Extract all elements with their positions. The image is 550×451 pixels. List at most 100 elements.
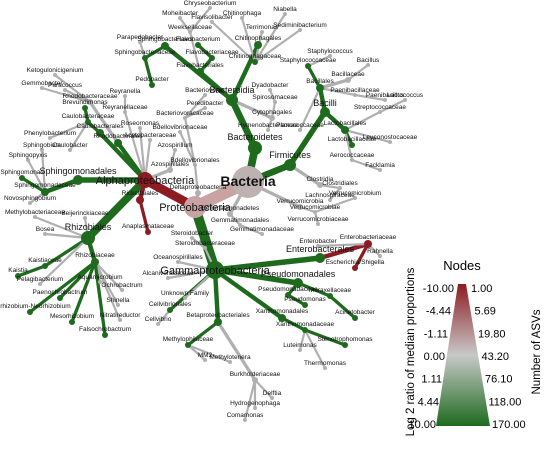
edge xyxy=(93,260,124,292)
node-label: Bdellovibrionaceae xyxy=(153,124,208,131)
node-label: Alphaproteobacteria xyxy=(96,175,195,187)
node-label: Sphingomonadaceae xyxy=(14,182,76,189)
node-label: Methylobacteriaceae xyxy=(5,209,65,216)
edge xyxy=(93,260,122,322)
edge xyxy=(243,378,257,422)
node xyxy=(353,196,357,200)
node-label: Phenylobacterium xyxy=(24,130,76,137)
edge xyxy=(306,54,332,68)
node xyxy=(297,204,303,210)
node xyxy=(298,128,302,132)
node-label: Pseudomonas xyxy=(284,296,326,303)
node xyxy=(82,105,88,111)
node-label: Lactobacillaceae xyxy=(328,136,377,143)
node xyxy=(364,240,372,248)
edge xyxy=(303,328,327,370)
node-label: Rhizobiales xyxy=(65,222,112,232)
node-label: Sphingopyxis xyxy=(9,152,48,159)
node xyxy=(353,93,357,97)
node xyxy=(188,30,192,34)
node-label: Reyranellaceae xyxy=(102,104,148,111)
edge xyxy=(123,110,147,182)
edge xyxy=(318,78,350,90)
node-label: Anaplasmataceae xyxy=(122,223,174,230)
node-label: Lactobacillales xyxy=(324,120,367,127)
edge xyxy=(178,16,192,34)
node-label: Azospirillum xyxy=(157,142,192,149)
edge xyxy=(298,86,322,132)
edge xyxy=(212,267,301,286)
node xyxy=(302,302,308,308)
edge xyxy=(183,106,207,120)
node xyxy=(298,348,302,352)
node-label: Enterobacter xyxy=(299,238,337,245)
node-label: Falsochrobactrum xyxy=(79,326,131,333)
node-label: Caulobacter xyxy=(52,142,88,149)
node xyxy=(341,126,349,134)
edge xyxy=(16,264,47,278)
node-label: Rhodobacterales xyxy=(93,133,143,140)
node-label: Pelagibacterium xyxy=(17,276,64,283)
edge xyxy=(26,158,47,194)
size-tick-label: 76.10 xyxy=(485,374,513,386)
edge xyxy=(186,320,220,347)
node xyxy=(183,296,187,300)
node xyxy=(378,168,382,172)
node-label: Escherichia/Shigella xyxy=(326,259,385,266)
edge xyxy=(240,16,257,64)
node-label: Rhizobiaceae xyxy=(75,252,115,259)
node xyxy=(43,232,47,236)
node xyxy=(137,172,153,188)
edge xyxy=(93,260,107,337)
node-label: Gemmatimonadales xyxy=(211,217,270,224)
node-label: Pseudomonadales xyxy=(261,269,336,279)
node xyxy=(161,42,169,50)
node xyxy=(116,303,120,307)
size-tick-label: 19.80 xyxy=(478,328,506,340)
node xyxy=(366,63,370,67)
color-tick-label: -4.44 xyxy=(426,306,451,318)
edge xyxy=(40,86,92,104)
node-label: Roseomonas xyxy=(121,120,160,127)
node-label: Methylotenera xyxy=(209,354,251,361)
node-label: Thermomonas xyxy=(304,360,347,367)
node xyxy=(178,130,182,134)
node-label: Burkholderiaceae xyxy=(230,371,281,378)
node-label: Pedobacter xyxy=(135,76,169,83)
node-label: Bdellovibrionales xyxy=(170,157,220,164)
edge xyxy=(193,163,200,195)
edge xyxy=(97,130,148,183)
edge xyxy=(196,43,214,60)
edge xyxy=(317,241,371,261)
node xyxy=(38,282,42,286)
edge xyxy=(143,56,154,87)
node xyxy=(285,292,291,298)
node xyxy=(352,315,358,321)
node xyxy=(145,229,151,235)
edge xyxy=(268,88,277,104)
node-label: Bacilli xyxy=(313,98,337,108)
node-label: Delftia xyxy=(263,390,282,397)
color-tick-label: 0.00 xyxy=(424,351,445,363)
node xyxy=(167,167,173,173)
node-label: Sediminibacterium xyxy=(273,22,326,29)
size-tick-label: 43.20 xyxy=(482,351,510,363)
node xyxy=(293,278,303,288)
color-tick-label: 4.44 xyxy=(418,396,439,408)
edge xyxy=(343,128,392,144)
edge xyxy=(216,320,257,382)
edge xyxy=(287,109,328,168)
edge xyxy=(288,163,322,187)
edge xyxy=(70,260,97,324)
legend: Nodes Log 2 ratio of median proportions … xyxy=(405,258,543,436)
edge xyxy=(38,236,90,286)
node xyxy=(27,309,33,315)
node xyxy=(252,377,258,383)
edge xyxy=(183,116,197,167)
edge xyxy=(230,98,274,120)
node-label: Niabella xyxy=(273,6,297,13)
node-label: Clostridiales xyxy=(322,180,358,187)
edge xyxy=(378,98,407,114)
node-label: Chitinophagaceae xyxy=(229,53,282,60)
node-label: Bacillales xyxy=(306,78,334,85)
